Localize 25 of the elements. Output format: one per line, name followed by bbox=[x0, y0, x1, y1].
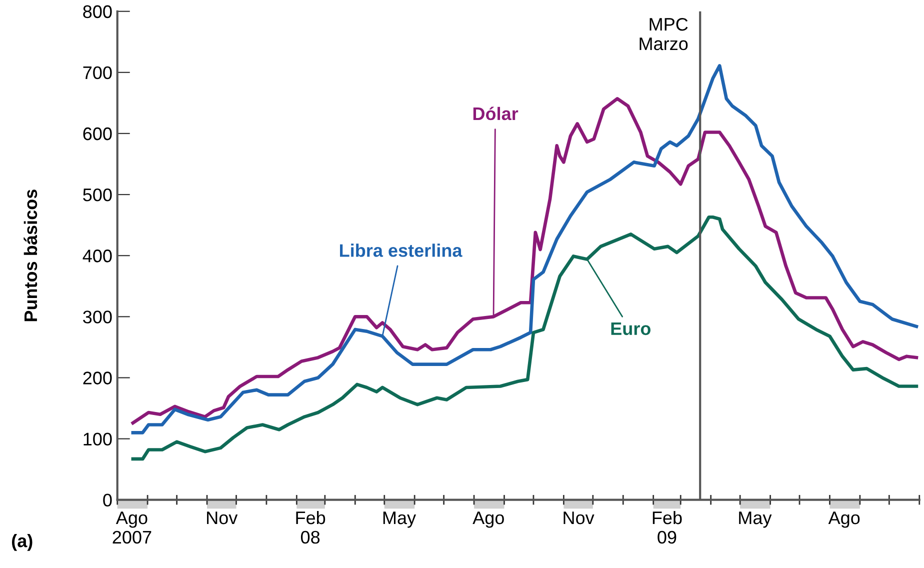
x-tick-label: May bbox=[739, 512, 772, 528]
y-tick-label: 0 bbox=[103, 494, 112, 507]
x-tick-label: Feb 09 bbox=[652, 510, 682, 544]
x-tick-label: May bbox=[383, 512, 416, 528]
y-tick-label: 500 bbox=[83, 188, 112, 202]
y-tick-label: 700 bbox=[83, 66, 112, 80]
x-tick-label: Nov bbox=[207, 512, 238, 524]
y-tick-label: 600 bbox=[83, 127, 112, 140]
x-tick-label: Ago 2007 bbox=[112, 512, 152, 544]
text: Dólar bbox=[473, 106, 518, 120]
x-tick-label: Nov bbox=[564, 512, 594, 524]
x-tick-label: Feb 08 bbox=[296, 510, 326, 544]
text: Euro bbox=[611, 322, 651, 336]
y-tick-label: 200 bbox=[83, 372, 112, 384]
x-tick-label: Ago bbox=[828, 512, 860, 528]
y-axis-title: Puntos básicos bbox=[24, 190, 38, 322]
ref-line-label: MPC Marzo bbox=[640, 18, 688, 50]
y-tick-label: 100 bbox=[84, 432, 112, 446]
line-series bbox=[131, 215, 918, 461]
y-tick-label: 400 bbox=[82, 250, 112, 262]
text: Libra esterlina bbox=[340, 244, 462, 257]
text: (a) bbox=[12, 534, 32, 551]
x-tick-label: Ago bbox=[472, 512, 504, 528]
y-tick-label: 800 bbox=[83, 5, 112, 18]
y-tick-label: 300 bbox=[83, 310, 112, 324]
